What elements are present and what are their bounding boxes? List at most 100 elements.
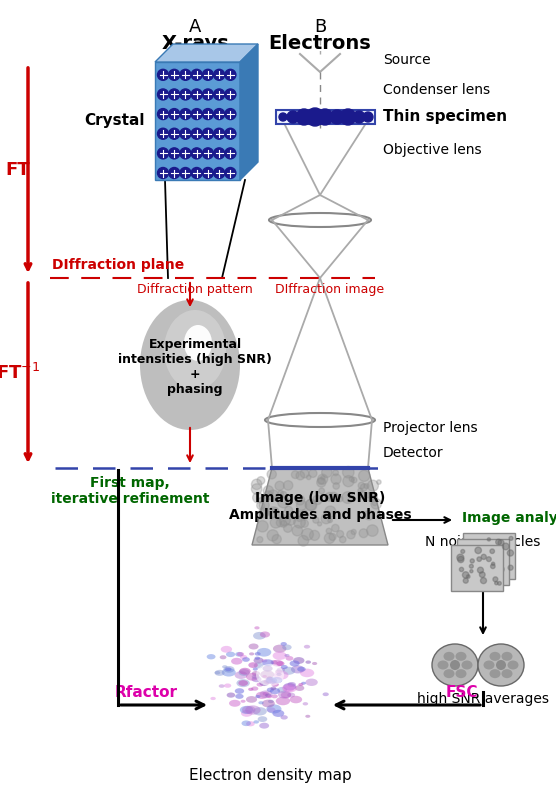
Ellipse shape [260, 631, 270, 637]
Text: Diffraction pattern: Diffraction pattern [137, 283, 253, 296]
Circle shape [284, 524, 292, 532]
Circle shape [470, 559, 474, 563]
Circle shape [310, 531, 320, 540]
Ellipse shape [444, 669, 454, 678]
Circle shape [180, 167, 191, 178]
Ellipse shape [239, 669, 250, 676]
Ellipse shape [281, 665, 288, 669]
Ellipse shape [286, 656, 294, 661]
Circle shape [334, 495, 339, 500]
Ellipse shape [239, 680, 248, 686]
Ellipse shape [282, 666, 295, 675]
Ellipse shape [252, 674, 260, 679]
Ellipse shape [305, 678, 318, 686]
Text: Electron density map: Electron density map [188, 768, 351, 783]
Ellipse shape [301, 681, 306, 685]
Circle shape [503, 543, 509, 549]
Circle shape [479, 571, 485, 578]
Circle shape [493, 577, 498, 582]
Ellipse shape [281, 692, 291, 698]
Ellipse shape [220, 655, 226, 659]
Circle shape [342, 466, 354, 478]
Ellipse shape [285, 654, 290, 657]
Circle shape [296, 511, 301, 517]
Circle shape [330, 110, 344, 124]
Circle shape [259, 500, 269, 510]
Ellipse shape [235, 694, 244, 699]
Circle shape [168, 148, 180, 159]
Circle shape [191, 108, 202, 119]
Circle shape [202, 89, 214, 100]
Ellipse shape [438, 660, 449, 670]
Circle shape [325, 492, 334, 502]
Bar [457, 539, 509, 585]
Ellipse shape [271, 682, 279, 687]
Ellipse shape [256, 664, 284, 686]
Circle shape [267, 530, 279, 541]
Circle shape [291, 471, 299, 479]
Ellipse shape [235, 671, 247, 679]
Text: DIffraction plane: DIffraction plane [52, 258, 184, 272]
Circle shape [168, 128, 180, 139]
Ellipse shape [260, 670, 274, 679]
Circle shape [251, 484, 262, 495]
Circle shape [294, 517, 305, 528]
Circle shape [287, 111, 299, 123]
Bar [463, 533, 515, 579]
Ellipse shape [207, 654, 216, 659]
Circle shape [317, 522, 322, 526]
Circle shape [168, 167, 180, 178]
Circle shape [466, 575, 470, 579]
Circle shape [498, 562, 502, 566]
Ellipse shape [270, 687, 276, 690]
Ellipse shape [271, 695, 278, 699]
Ellipse shape [255, 652, 261, 655]
Ellipse shape [251, 686, 259, 691]
Text: Crystal: Crystal [85, 112, 145, 127]
Circle shape [157, 69, 168, 80]
Circle shape [340, 109, 356, 125]
Circle shape [364, 484, 369, 488]
Circle shape [202, 69, 214, 80]
Ellipse shape [293, 657, 305, 664]
Ellipse shape [257, 648, 271, 656]
Ellipse shape [241, 699, 246, 703]
Ellipse shape [261, 659, 267, 663]
Circle shape [274, 497, 279, 501]
Ellipse shape [252, 676, 261, 682]
Ellipse shape [312, 662, 317, 665]
Ellipse shape [255, 656, 260, 660]
Circle shape [191, 128, 202, 139]
Ellipse shape [252, 671, 260, 676]
Circle shape [365, 493, 370, 498]
Circle shape [214, 148, 225, 159]
Ellipse shape [245, 706, 261, 714]
Circle shape [272, 535, 281, 544]
Ellipse shape [502, 669, 513, 678]
Circle shape [490, 564, 495, 568]
Ellipse shape [249, 644, 259, 649]
Circle shape [300, 511, 309, 520]
Circle shape [305, 499, 316, 510]
Circle shape [295, 495, 305, 505]
Ellipse shape [235, 652, 243, 656]
Circle shape [292, 525, 302, 536]
Ellipse shape [255, 695, 261, 698]
Ellipse shape [267, 707, 276, 713]
Ellipse shape [262, 692, 269, 696]
Ellipse shape [299, 683, 304, 686]
Ellipse shape [496, 660, 506, 670]
Circle shape [498, 566, 504, 573]
Circle shape [317, 478, 326, 487]
Text: FT$^{-1}$: FT$^{-1}$ [0, 363, 40, 383]
Ellipse shape [184, 325, 212, 361]
Circle shape [284, 480, 293, 490]
Text: First map,
iterative refinement: First map, iterative refinement [51, 476, 209, 506]
Ellipse shape [164, 310, 226, 390]
Circle shape [296, 109, 312, 125]
Circle shape [276, 518, 285, 527]
Ellipse shape [270, 688, 280, 694]
Ellipse shape [432, 644, 478, 686]
Bar [451, 545, 503, 591]
Circle shape [259, 508, 269, 517]
